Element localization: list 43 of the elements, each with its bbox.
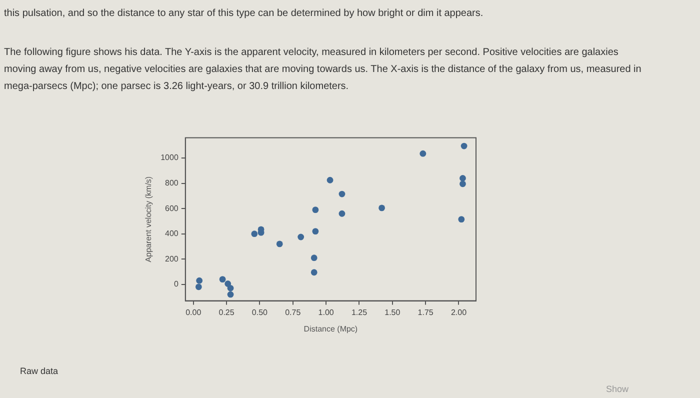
x-tick-label: 1.00 — [318, 308, 334, 317]
point — [310, 269, 318, 276]
point — [224, 280, 232, 287]
point — [219, 276, 226, 283]
point — [196, 277, 203, 284]
x-axis-title: Distance (Mpc) — [304, 324, 358, 334]
point — [227, 284, 234, 292]
y-tick-label: 800 — [165, 178, 179, 188]
y-tick-label: 400 — [165, 229, 179, 238]
point — [326, 176, 334, 184]
text: Show — [606, 384, 629, 394]
text: The following figure shows his data. The Y-axis is the apparent velocity, measured in kilometers per second. Positive velocities are galaxies moving away from us, negative velocities are galaxies that are moving towards us. The X-axis is the distance of the galaxy from us, measured in mega-parsecs (Mpc); one parsec is 3.26 light-years, or 30.9 trillion kilometers. — [4, 46, 642, 94]
point — [338, 190, 346, 198]
x-tick-label: 2.00 — [450, 308, 468, 317]
y-tick-label: 200 — [165, 254, 179, 264]
point — [460, 142, 468, 150]
x-tick-label: 0.50 — [252, 308, 268, 317]
y-axis-title: Apparent velocity (km/s) — [144, 176, 154, 262]
x-tick-label: 1.25 — [351, 308, 368, 317]
point — [298, 234, 304, 240]
x-tick-label: 0.75 — [285, 308, 302, 317]
text: Raw data — [20, 366, 58, 376]
y-tick-label: 600 — [165, 204, 179, 213]
text: this pulsation, and so the distance to any star of this type can be determined by how bright or dim it appears. — [4, 8, 484, 19]
point — [312, 228, 319, 235]
x-tick-label: 1.50 — [384, 308, 401, 317]
point — [227, 291, 234, 298]
point — [310, 254, 318, 262]
point — [460, 180, 466, 188]
point — [378, 204, 385, 212]
point — [195, 284, 202, 290]
x-tick-label: 0.25 — [218, 308, 235, 317]
point — [251, 230, 258, 238]
point — [276, 240, 283, 248]
y-tick-label: 0 — [174, 280, 179, 289]
point — [458, 216, 465, 222]
point — [312, 206, 319, 214]
x-tick-label: 0.00 — [186, 308, 202, 317]
point — [460, 175, 466, 182]
y-tick-label: 1000 — [160, 153, 179, 162]
x-tick-label: 1.75 — [418, 308, 434, 317]
point — [338, 210, 346, 217]
point — [420, 150, 426, 157]
